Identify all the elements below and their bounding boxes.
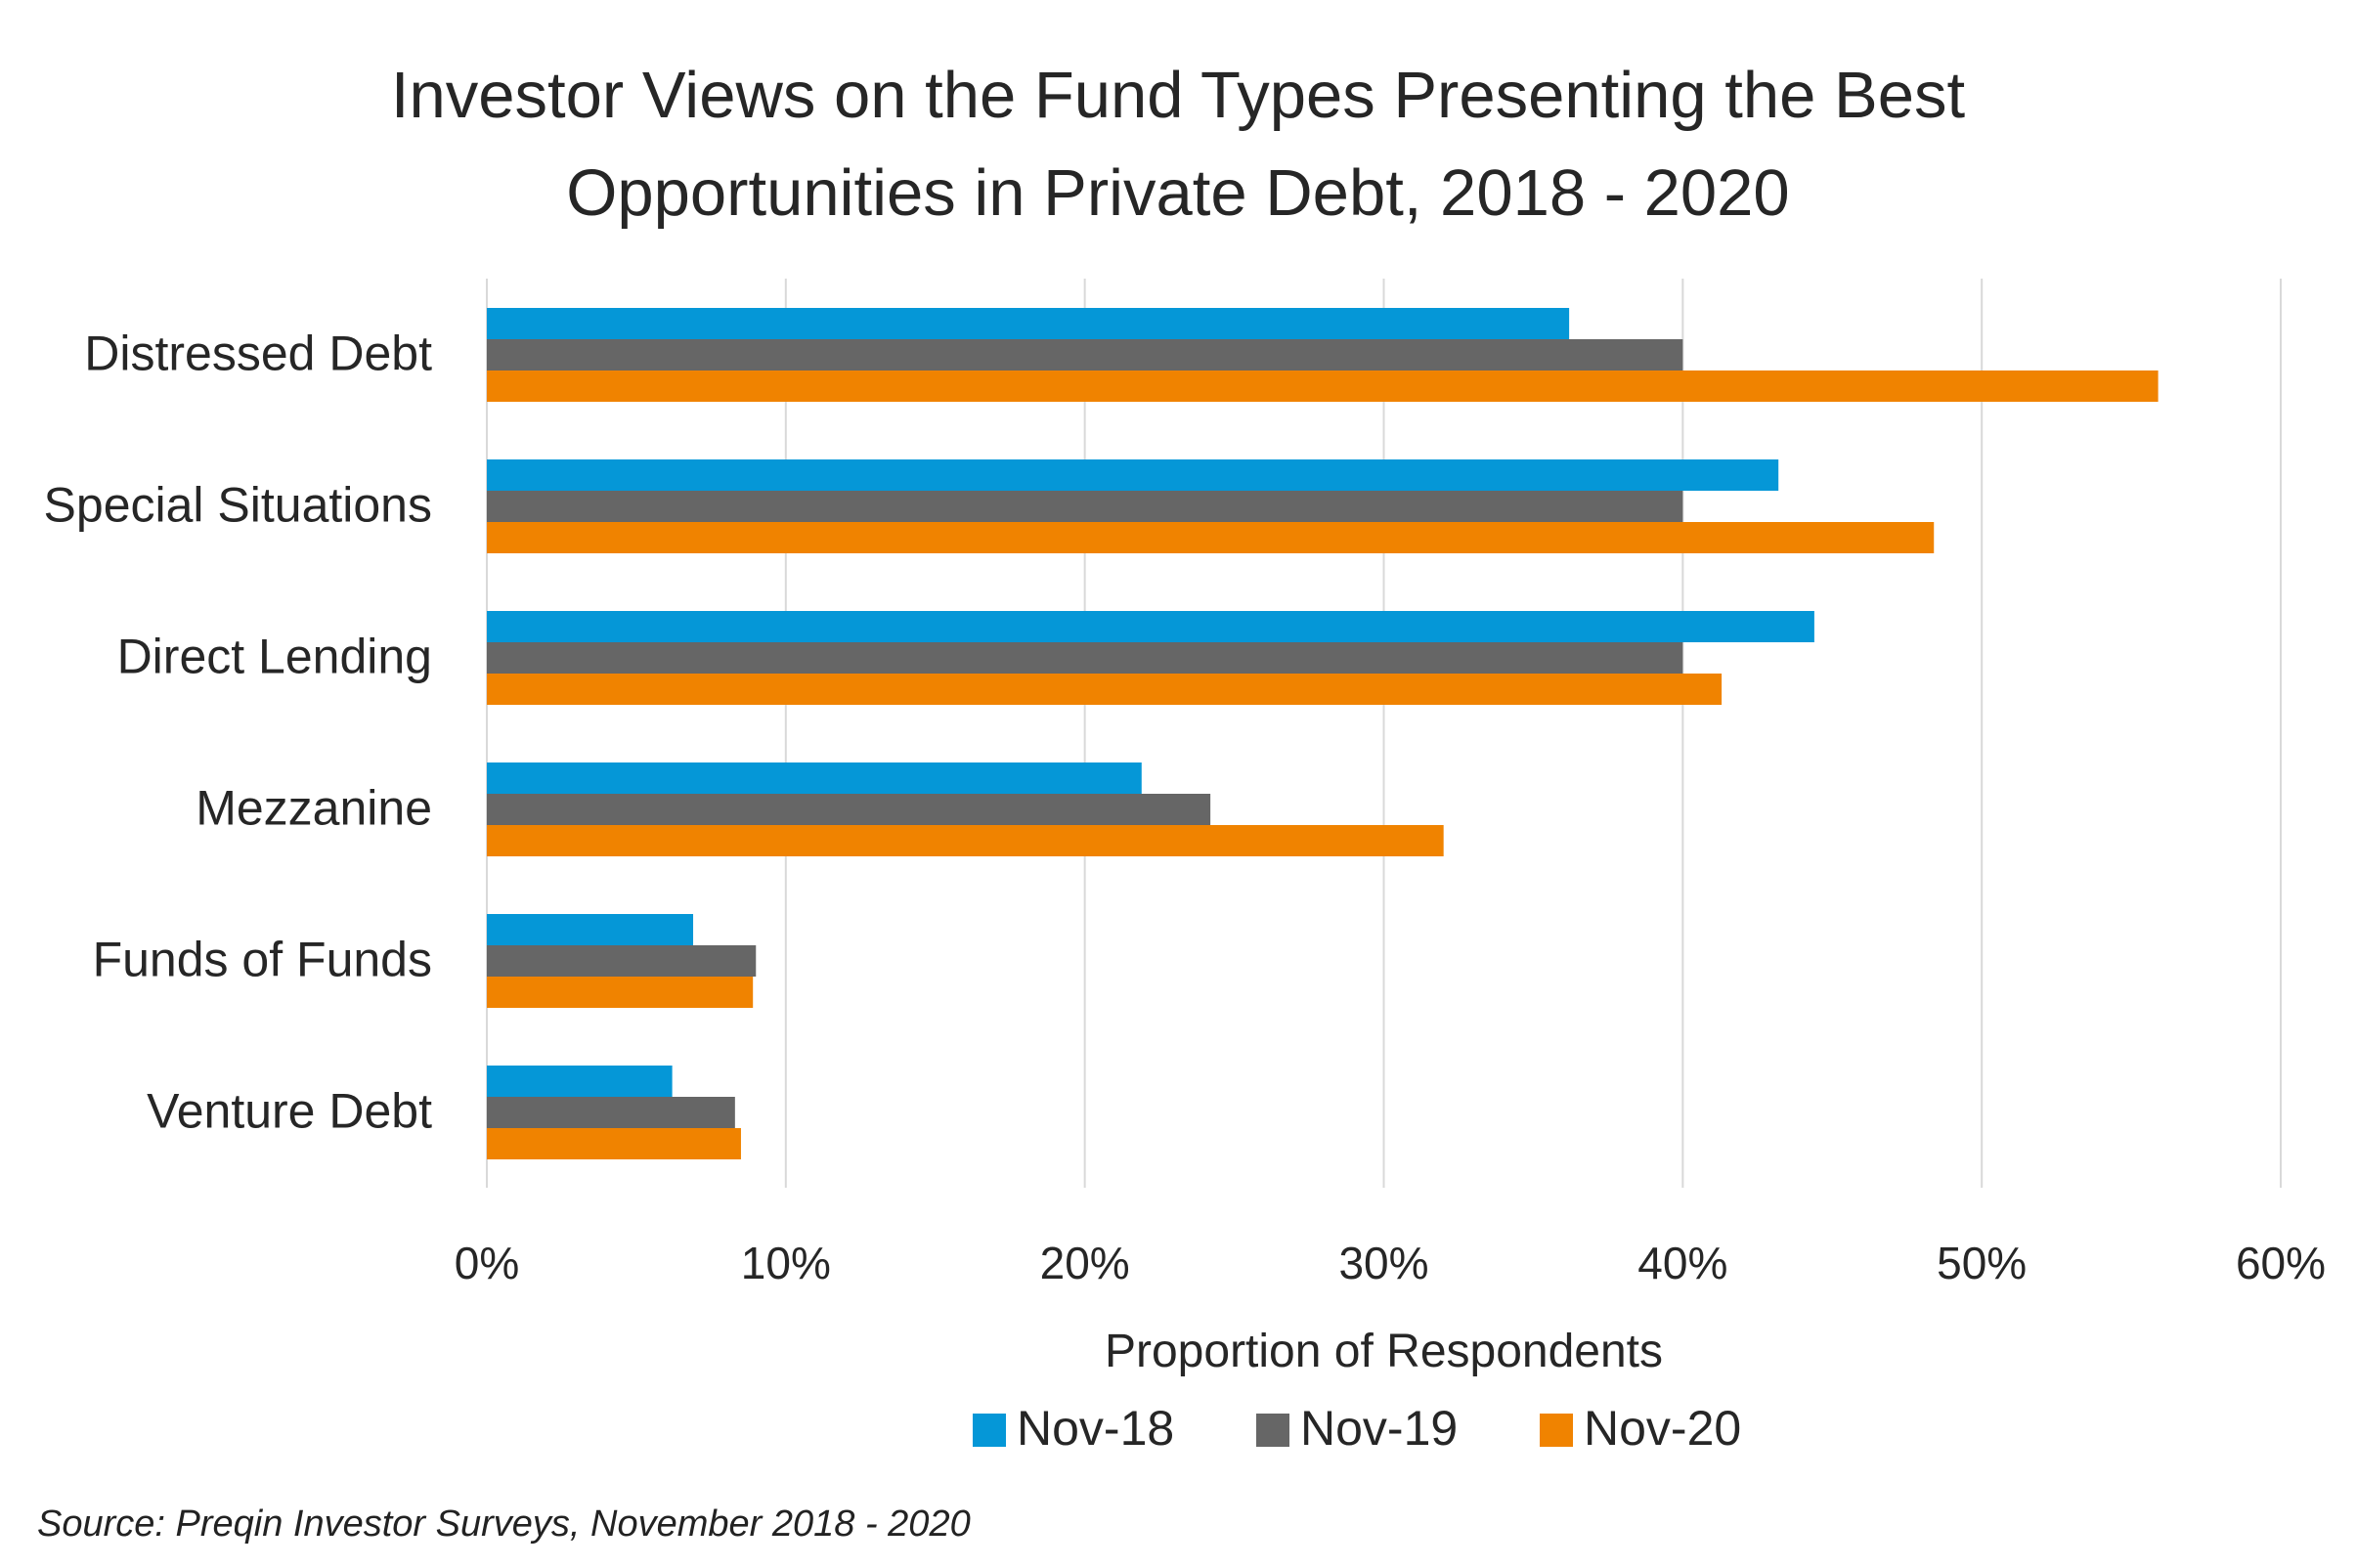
bar bbox=[487, 370, 2159, 402]
bar bbox=[487, 339, 1683, 370]
category-label: Mezzanine bbox=[196, 781, 432, 836]
x-tick-label: 60% bbox=[2236, 1238, 2326, 1288]
category-label: Funds of Funds bbox=[93, 933, 432, 987]
bar bbox=[487, 522, 1935, 553]
legend-label: Nov-18 bbox=[1017, 1401, 1174, 1456]
chart-title-line-2: Opportunities in Private Debt, 2018 - 20… bbox=[566, 156, 1790, 230]
bar bbox=[487, 459, 1779, 491]
bar bbox=[487, 762, 1142, 794]
bar bbox=[487, 1066, 673, 1097]
bar bbox=[487, 674, 1723, 705]
bar bbox=[487, 1128, 741, 1159]
bar bbox=[487, 794, 1211, 825]
bar bbox=[487, 611, 1814, 642]
bar bbox=[487, 308, 1570, 339]
category-label: Venture Debt bbox=[147, 1084, 432, 1139]
x-tick-label: 20% bbox=[1040, 1238, 1130, 1288]
x-tick-label: 40% bbox=[1637, 1238, 1727, 1288]
legend-label: Nov-19 bbox=[1300, 1401, 1458, 1456]
x-tick-label: 0% bbox=[455, 1238, 519, 1288]
category-label: Direct Lending bbox=[117, 630, 432, 684]
bar bbox=[487, 1097, 735, 1128]
chart-title-line-1: Investor Views on the Fund Types Present… bbox=[390, 59, 1966, 132]
chart-title: Investor Views on the Fund Types Present… bbox=[0, 47, 2356, 242]
bar bbox=[487, 491, 1683, 522]
bar bbox=[487, 945, 757, 977]
x-tick-label: 30% bbox=[1338, 1238, 1428, 1288]
category-label: Special Situations bbox=[44, 478, 432, 533]
category-label: Distressed Debt bbox=[84, 327, 432, 381]
x-tick-label: 50% bbox=[1937, 1238, 2027, 1288]
legend-label: Nov-20 bbox=[1584, 1401, 1741, 1456]
legend-swatch bbox=[973, 1414, 1006, 1447]
x-tick-label: 10% bbox=[741, 1238, 831, 1288]
legend-swatch bbox=[1256, 1414, 1289, 1447]
bar bbox=[487, 914, 694, 945]
bar bbox=[487, 642, 1683, 674]
bar bbox=[487, 977, 754, 1008]
x-axis-title: Proportion of Respondents bbox=[1105, 1326, 1663, 1377]
bar bbox=[487, 825, 1444, 856]
source-note: Source: Preqin Investor Surveys, Novembe… bbox=[37, 1503, 971, 1545]
legend-swatch bbox=[1540, 1414, 1573, 1447]
